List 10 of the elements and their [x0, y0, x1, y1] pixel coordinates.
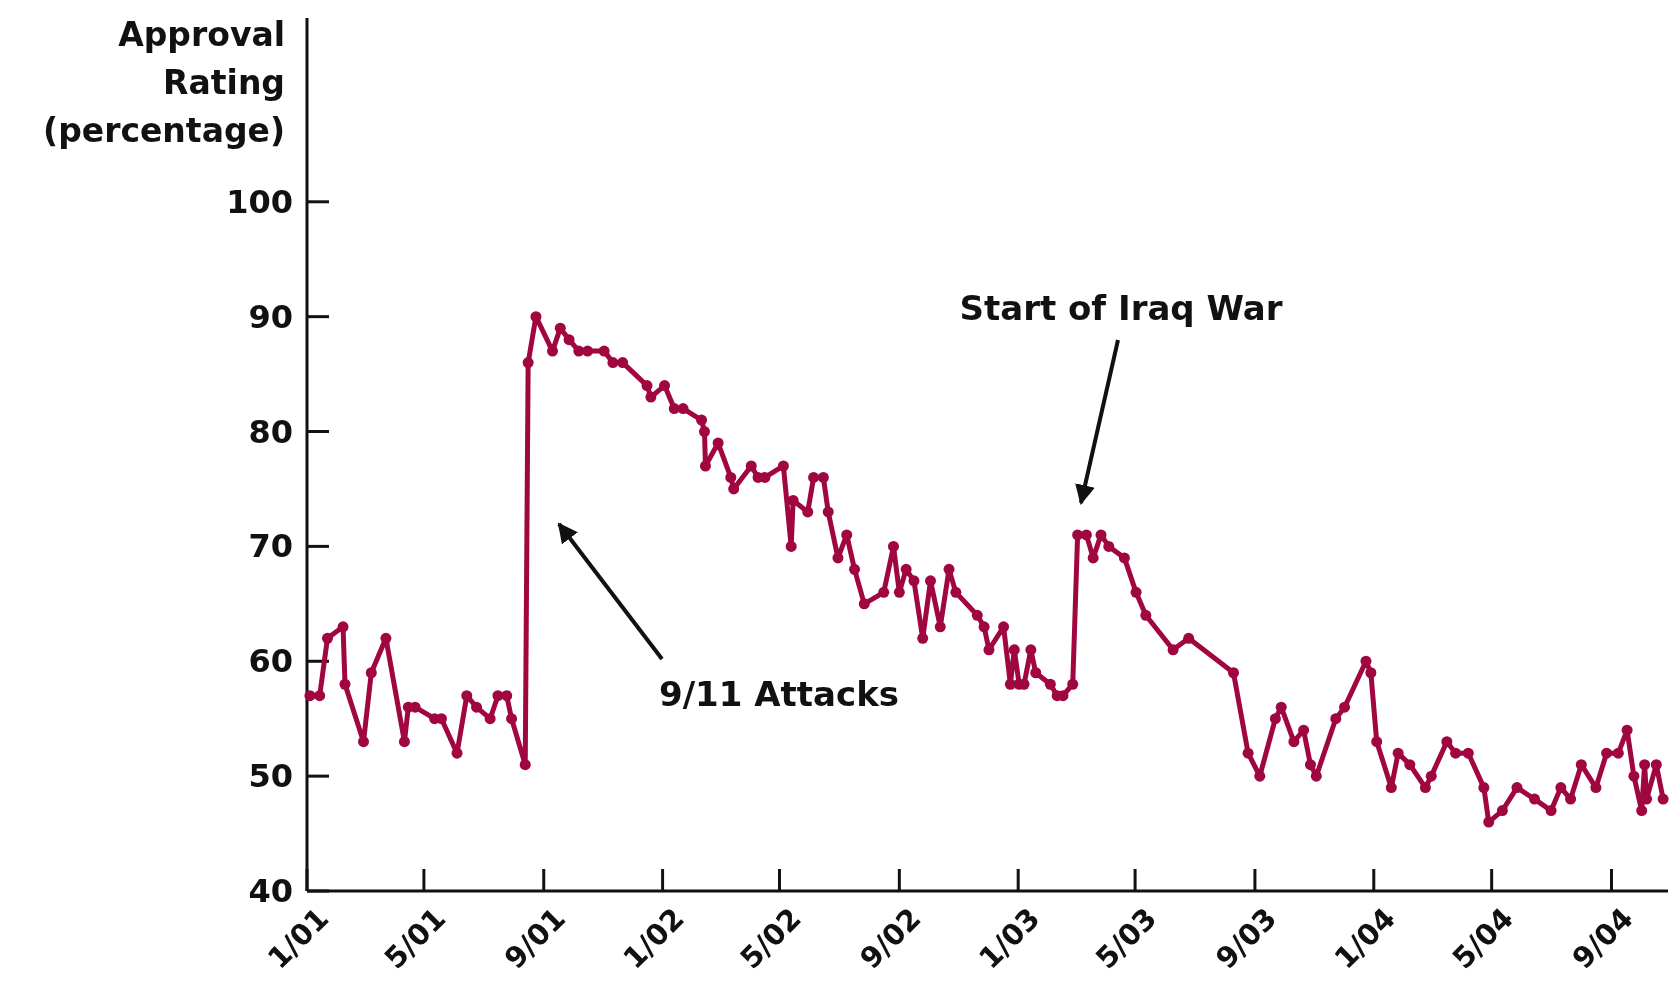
y-tick-label: 90: [248, 297, 293, 336]
y-tick-label: 50: [248, 757, 293, 796]
y-tick-label: 100: [226, 182, 293, 221]
annotation: 9/11 Attacks: [659, 674, 899, 714]
y-tick-label: 40: [248, 872, 293, 910]
y-tick-label: 70: [248, 527, 293, 566]
y-axis-title: Approval Rating (percentage): [43, 15, 285, 150]
annotation: Start of Iraq War: [959, 288, 1283, 328]
y-tick-label: 80: [248, 412, 293, 451]
y-tick-label: 60: [248, 642, 293, 681]
